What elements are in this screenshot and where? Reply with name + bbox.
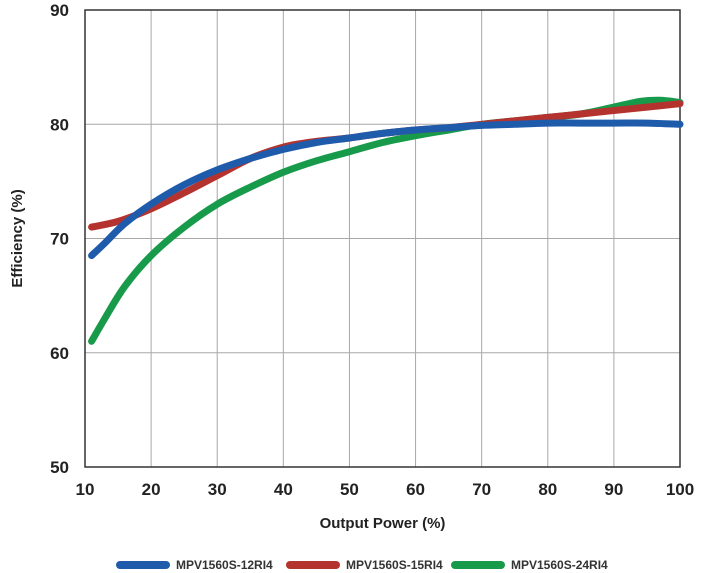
legend-item: MPV1560S-12RI4 — [116, 558, 273, 572]
grid — [85, 10, 680, 467]
x-tick-label: 10 — [76, 480, 95, 499]
y-tick-label: 60 — [50, 344, 69, 363]
x-tick-label: 100 — [666, 480, 694, 499]
y-tick-label: 90 — [50, 1, 69, 20]
x-tick-label: 80 — [538, 480, 557, 499]
legend: MPV1560S-12RI4 MPV1560S-15RI4 MPV1560S-24R… — [116, 558, 608, 572]
x-tick-label: 40 — [274, 480, 293, 499]
legend-item: MPV1560S-24RI4 — [451, 558, 608, 572]
legend-label: MPV1560S-12RI4 — [176, 558, 273, 572]
series-lines — [88, 96, 684, 345]
x-tick-label: 50 — [340, 480, 359, 499]
x-tick-label: 30 — [208, 480, 227, 499]
x-tick-label: 70 — [472, 480, 491, 499]
legend-label: MPV1560S-24RI4 — [511, 558, 608, 572]
plot-area-frame — [84, 9, 681, 468]
legend-label: MPV1560S-15RI4 — [346, 558, 443, 572]
x-axis-label: Output Power (%) — [320, 515, 446, 532]
x-tick-label: 60 — [406, 480, 425, 499]
legend-item: MPV1560S-15RI4 — [286, 558, 443, 572]
tick-labels: 10 20 30 40 50 60 70 80 90 100 50 60 70 80 90 — [50, 1, 694, 499]
x-tick-label: 90 — [604, 480, 623, 499]
x-tick-label: 20 — [142, 480, 161, 499]
y-tick-label: 50 — [50, 458, 69, 477]
y-axis-label: Efficiency (%) — [9, 189, 26, 287]
series-line-mpv1560s-12ri4 — [88, 119, 684, 260]
y-tick-label: 70 — [50, 230, 69, 249]
y-tick-label: 80 — [50, 115, 69, 134]
